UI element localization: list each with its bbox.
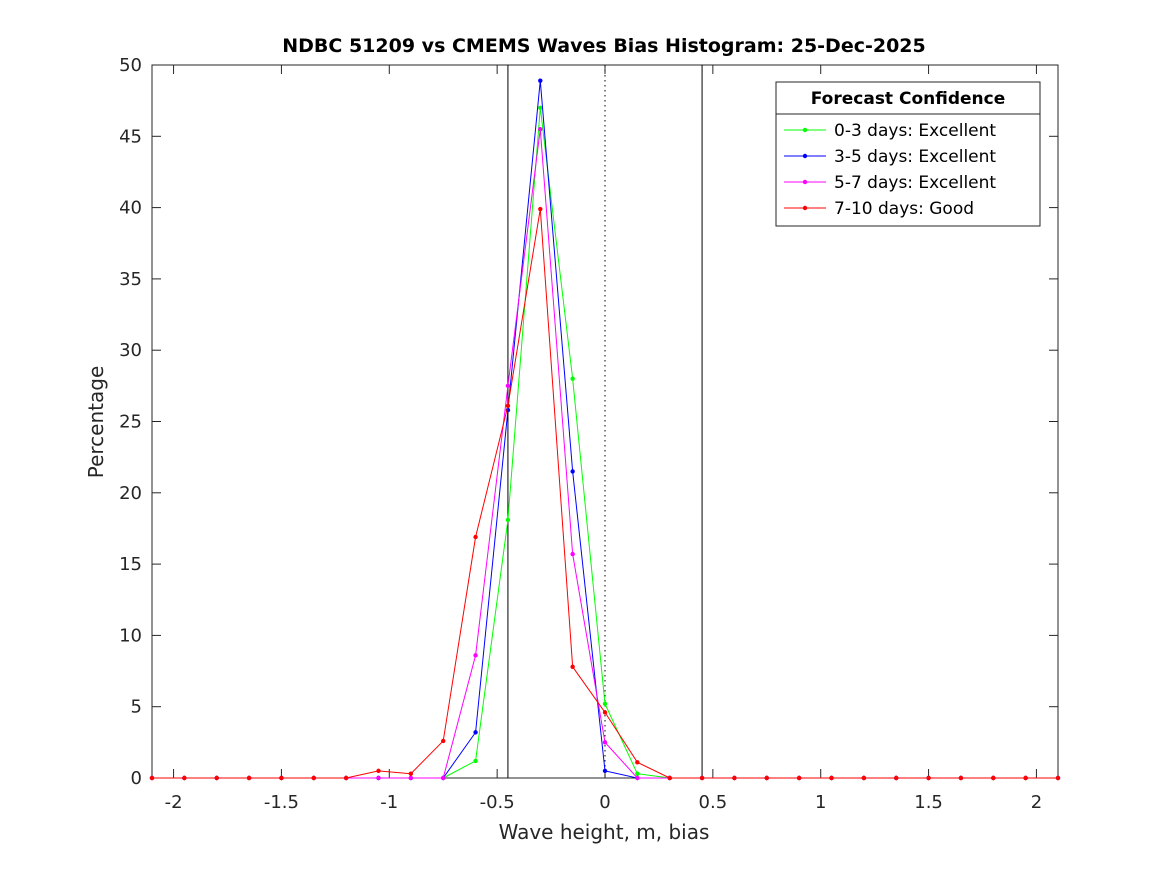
data-point <box>538 126 543 132</box>
legend-entry: 5-7 days: Excellent <box>834 173 996 193</box>
x-tick-label: 1.5 <box>914 792 943 813</box>
x-tick-label: 0 <box>599 792 610 813</box>
data-point <box>441 738 446 744</box>
x-tick-label: -2 <box>165 792 183 813</box>
data-point <box>602 740 608 745</box>
y-tick-label: 45 <box>119 126 142 147</box>
legend-swatch-marker <box>802 153 808 159</box>
legend-swatch-marker <box>802 127 808 133</box>
legend-entry: 3-5 days: Excellent <box>834 147 996 167</box>
x-tick-label: -0.5 <box>480 792 515 813</box>
data-point <box>861 775 867 781</box>
data-point <box>570 551 575 557</box>
legend: Forecast Confidence 0-3 days: Excellent 3-… <box>775 81 1041 227</box>
y-tick-label: 50 <box>119 55 142 76</box>
data-point <box>538 78 543 83</box>
data-point <box>667 775 672 781</box>
y-tick-label: 35 <box>119 269 142 290</box>
data-point <box>796 775 802 781</box>
x-tick-label: 0.5 <box>699 792 728 813</box>
y-tick-label: 15 <box>119 554 142 575</box>
data-point <box>473 730 478 735</box>
data-point <box>505 403 511 409</box>
y-tick-label: 25 <box>119 412 142 433</box>
data-point <box>635 771 640 776</box>
data-point <box>473 653 478 658</box>
data-point <box>894 775 899 781</box>
data-point <box>699 775 705 781</box>
data-point <box>343 775 349 781</box>
data-point <box>538 105 543 110</box>
y-tick-label: 10 <box>119 625 142 646</box>
y-tick-label: 40 <box>119 198 142 219</box>
data-point <box>505 383 511 389</box>
data-point <box>538 206 543 212</box>
data-point <box>958 775 964 781</box>
data-point <box>214 775 219 781</box>
x-tick-label: 1 <box>815 792 826 813</box>
legend-swatch-marker <box>802 205 808 211</box>
data-point <box>1055 775 1061 781</box>
y-axis-label: Percentage <box>84 366 108 479</box>
x-tick-label: -1.5 <box>264 792 299 813</box>
data-point <box>473 534 478 540</box>
data-point <box>570 664 575 669</box>
data-point <box>473 758 478 764</box>
data-point <box>1023 775 1028 781</box>
legend-entry: 0-3 days: Excellent <box>834 121 996 141</box>
legend-box <box>775 81 1041 227</box>
data-point <box>570 469 575 474</box>
data-point <box>311 775 316 781</box>
y-tick-label: 30 <box>119 340 142 361</box>
data-point <box>182 775 187 781</box>
data-point <box>376 775 381 781</box>
data-point <box>764 775 769 781</box>
data-point <box>408 775 414 781</box>
data-point <box>602 710 608 715</box>
data-point <box>926 775 931 781</box>
data-point <box>505 517 511 523</box>
data-point <box>441 775 446 781</box>
x-axis-label: Wave height, m, bias <box>499 820 710 844</box>
legend-title: Forecast Confidence <box>811 89 1006 109</box>
data-point <box>376 768 381 774</box>
data-point <box>991 775 996 781</box>
data-point <box>829 775 834 781</box>
x-tick-label: -1 <box>380 792 398 813</box>
y-tick-label: 20 <box>119 483 142 504</box>
legend-swatch-marker <box>802 179 808 185</box>
data-point <box>635 775 640 781</box>
x-tick-label: 2 <box>1031 792 1042 813</box>
data-point <box>570 376 575 381</box>
y-tick-label: 5 <box>131 697 142 718</box>
y-tick-label: 0 <box>131 768 142 789</box>
chart-title: NDBC 51209 vs CMEMS Waves Bias Histogram… <box>282 35 926 57</box>
data-point <box>635 760 640 765</box>
data-point <box>602 701 608 707</box>
data-point <box>279 775 284 781</box>
data-point <box>149 775 155 781</box>
data-point <box>602 768 608 774</box>
data-point <box>732 775 737 781</box>
data-point <box>246 775 252 781</box>
data-point <box>408 771 414 776</box>
legend-entry: 7-10 days: Good <box>834 199 974 219</box>
